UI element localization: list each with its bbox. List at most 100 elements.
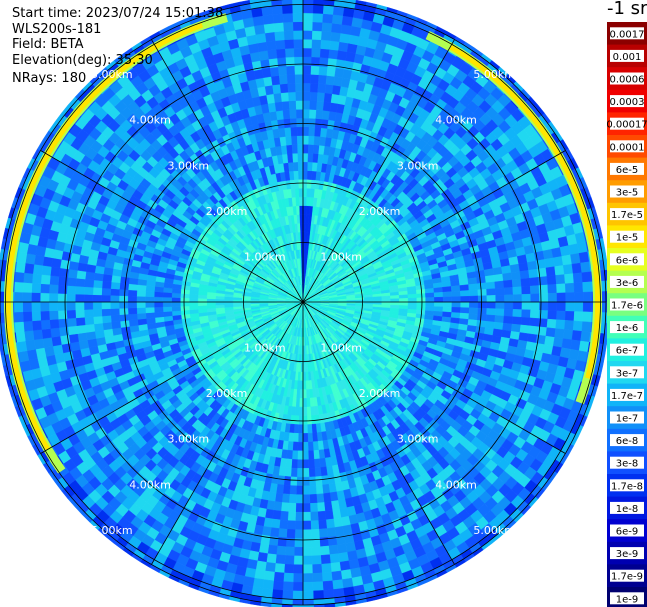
heatmap-cell (434, 301, 444, 308)
heatmap-cell (556, 310, 566, 321)
heatmap-cell (66, 285, 77, 295)
heatmap-cell (293, 30, 304, 40)
heatmap-cell (75, 277, 86, 287)
heatmap-cell (321, 563, 332, 574)
heatmap-cell (312, 581, 324, 592)
heatmap-cell (545, 327, 556, 338)
heatmap-cell (486, 308, 496, 316)
heatmap-cell (581, 321, 592, 333)
heatmap-cell (302, 161, 309, 171)
heatmap-cell (127, 313, 138, 321)
heatmap-cell (286, 144, 293, 155)
heatmap-cell (293, 546, 304, 557)
heatmap-cell (110, 281, 121, 290)
heatmap-cell (127, 307, 138, 315)
heatmap-cell (399, 301, 409, 306)
heatmap-cell (328, 49, 339, 60)
heatmap-cell (546, 318, 557, 329)
heatmap-cell (77, 332, 88, 342)
heatmap-cell (302, 573, 314, 583)
heatmap-cell (320, 466, 328, 477)
heatmap-cell (320, 39, 331, 50)
heatmap-cell (302, 494, 311, 504)
heatmap-cell (101, 280, 112, 289)
heatmap-cell (302, 170, 308, 180)
heatmap-cell (381, 301, 391, 306)
heatmap-cell (293, 555, 304, 566)
heatmap-cell (292, 590, 304, 601)
heatmap-cell (339, 560, 351, 572)
heatmap-cell (302, 196, 307, 206)
heatmap-cell (298, 187, 304, 198)
heatmap-cell (312, 590, 325, 600)
heatmap-cell (313, 598, 325, 606)
heatmap-cell (269, 66, 280, 77)
heatmap-cell (255, 32, 267, 44)
heatmap-cell (297, 450, 304, 460)
heatmap-cell (153, 296, 164, 303)
heatmap-cell (93, 322, 104, 332)
heatmap-cell (313, 135, 321, 146)
heatmap-cell (206, 304, 216, 309)
heatmap-cell (326, 527, 337, 538)
heatmap-cell (180, 301, 190, 307)
heatmap-cell (307, 441, 314, 452)
heatmap-cell (314, 126, 322, 137)
heatmap-cell (309, 493, 318, 504)
heatmap-cell (22, 282, 33, 293)
heatmap-cell (290, 467, 298, 478)
heatmap-cell (297, 144, 304, 154)
heatmap-cell (306, 415, 312, 425)
heatmap-cell (294, 187, 300, 198)
heatmap-cell (460, 301, 470, 309)
heatmap-cell (22, 291, 32, 303)
heatmap-cell (311, 47, 321, 58)
heatmap-cell (292, 152, 299, 163)
heatmap-cell (292, 581, 304, 592)
heatmap-cell (289, 485, 297, 495)
heatmap-cell (451, 301, 461, 308)
heatmap-cell (308, 476, 317, 487)
heatmap-cell (313, 449, 320, 460)
heatmap-cell (442, 301, 453, 308)
heatmap-cell (580, 331, 591, 343)
heatmap-cell (31, 301, 41, 312)
heatmap-cell (288, 493, 297, 504)
heatmap-cell (66, 293, 76, 303)
heatmap-cell (307, 161, 314, 172)
heatmap-cell (330, 561, 342, 573)
heatmap-cell (309, 91, 318, 102)
heatmap-cell (310, 65, 320, 76)
heatmap-cell (302, 450, 309, 460)
heatmap-cell (283, 118, 292, 129)
heatmap-cell (311, 39, 322, 49)
heatmap-cell (103, 328, 114, 338)
heatmap-cell (313, 458, 321, 469)
heatmap-cell (285, 546, 295, 557)
heatmap-cell (171, 292, 181, 298)
heatmap-cell (302, 555, 313, 566)
heatmap-cell (519, 324, 530, 334)
heatmap-cell (101, 301, 111, 310)
heatmap-cell (292, 0, 304, 5)
heatmap-cell (302, 476, 310, 487)
heatmap-cell (15, 331, 26, 343)
heatmap-cell (291, 450, 299, 460)
heatmap-cell (13, 301, 24, 313)
heatmap-cell (286, 65, 296, 76)
heatmap-cell (292, 12, 304, 23)
heatmap-cell (310, 511, 319, 522)
heatmap-cell (283, 563, 295, 574)
heatmap-cell (306, 406, 312, 417)
heatmap-cell (74, 301, 85, 311)
heatmap-cell (302, 135, 310, 145)
heatmap-cell (285, 458, 293, 469)
heatmap-cell (530, 301, 540, 311)
heatmap-cell (302, 485, 310, 495)
heatmap-cell (67, 325, 78, 336)
heatmap-cell (136, 284, 147, 292)
heatmap-cell (295, 196, 300, 207)
heatmap-cell (288, 100, 297, 111)
heatmap-cell (312, 572, 323, 583)
